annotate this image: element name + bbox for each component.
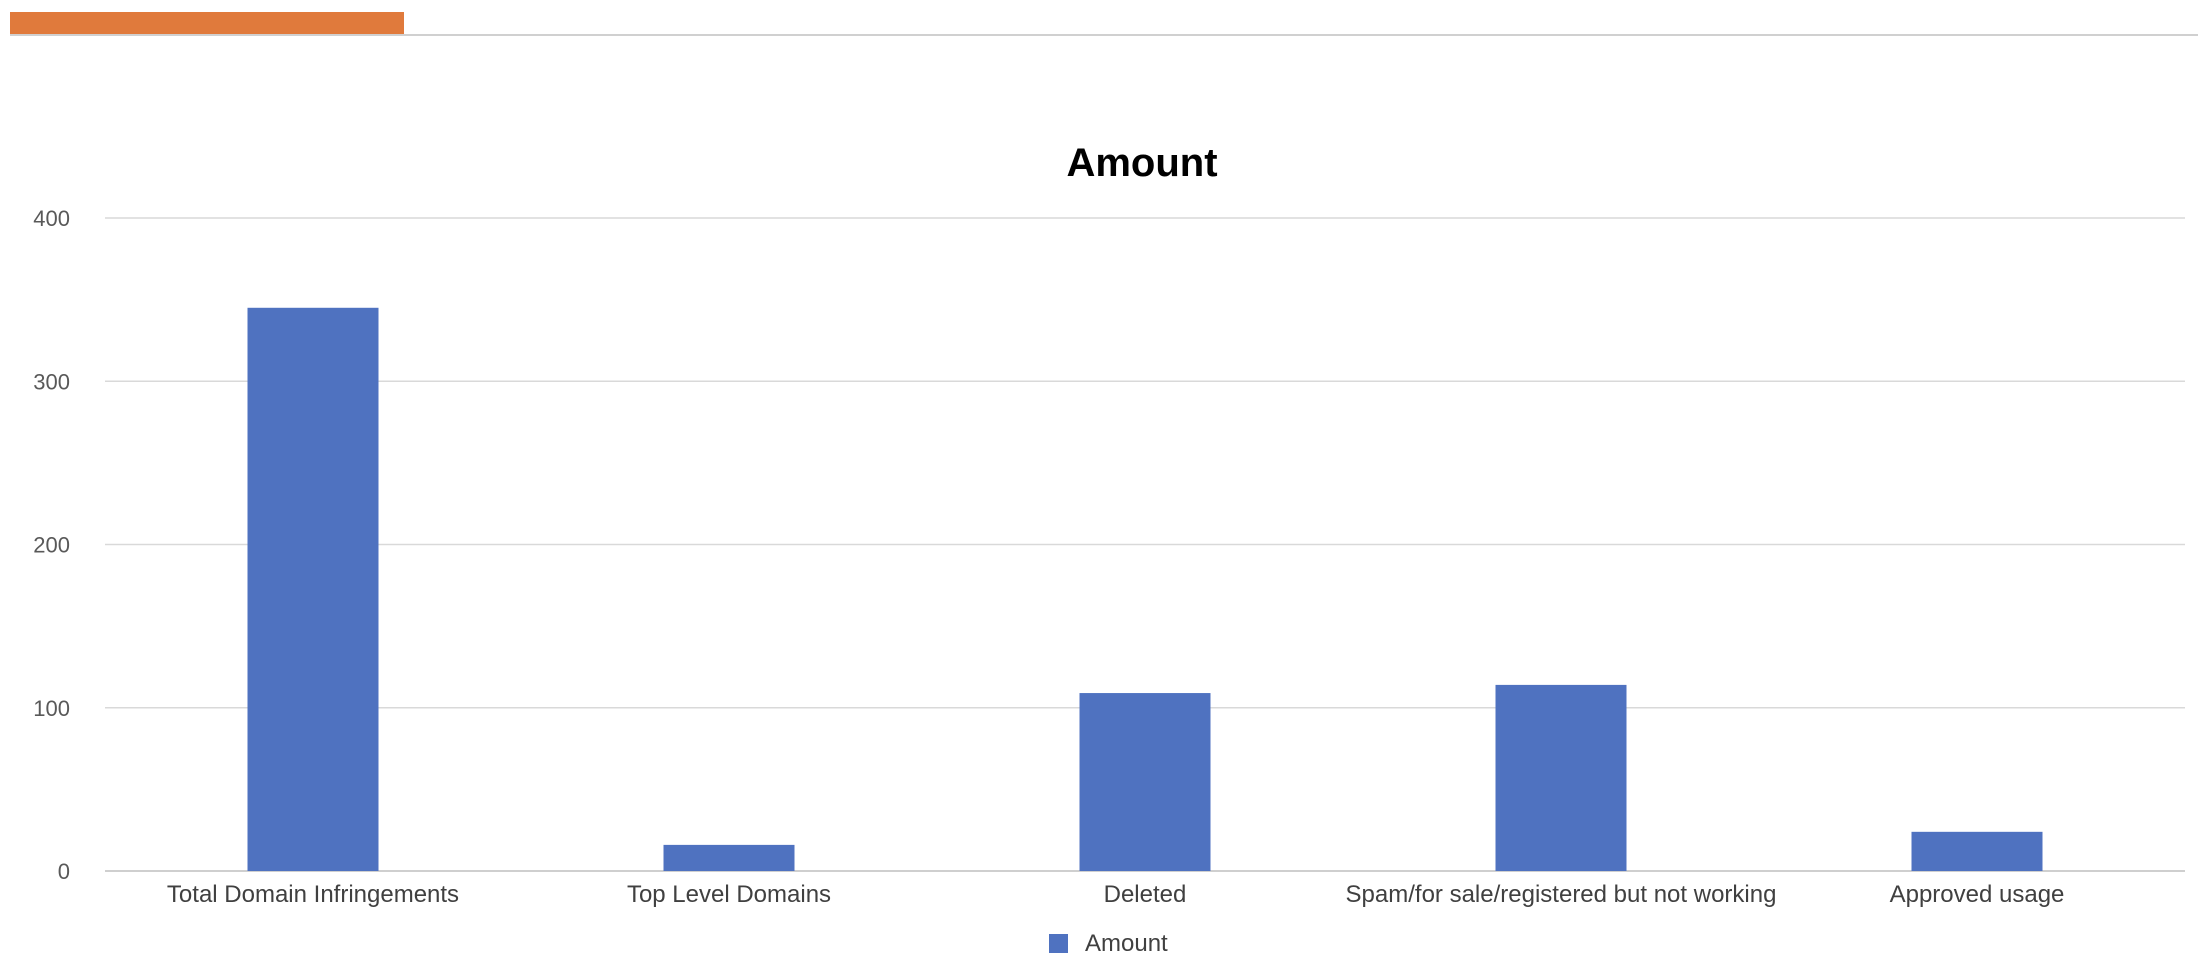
y-tick-label: 400 [33,206,70,231]
bar [1911,831,2043,871]
x-tick-label: Approved usage [1890,881,2065,908]
legend-swatch [1049,934,1068,953]
x-tick-label: Top Level Domains [627,881,831,908]
bar [247,307,379,872]
x-tick-label: Spam/for sale/registered but not working [1346,881,1777,908]
bar [1495,684,1627,871]
chart-title: Amount [1066,141,1217,185]
x-tick-label: Deleted [1104,881,1187,908]
y-tick-label: 200 [33,533,70,558]
x-tick-label: Total Domain Infringements [167,881,459,908]
y-tick-label: 0 [58,859,70,884]
y-axis-ticks: 0 100 200 300 400 [33,206,70,884]
bar [663,844,795,871]
legend-label: Amount [1085,930,1168,957]
y-tick-label: 300 [33,369,70,394]
chart-bars [247,307,2043,872]
bar [1079,693,1211,871]
y-tick-label: 100 [33,696,70,721]
x-axis-labels: Total Domain Infringements Top Level Doma… [167,881,2064,908]
chart-legend: Amount [1049,930,1168,957]
top-divider [10,34,2198,36]
accent-bar [10,12,404,34]
